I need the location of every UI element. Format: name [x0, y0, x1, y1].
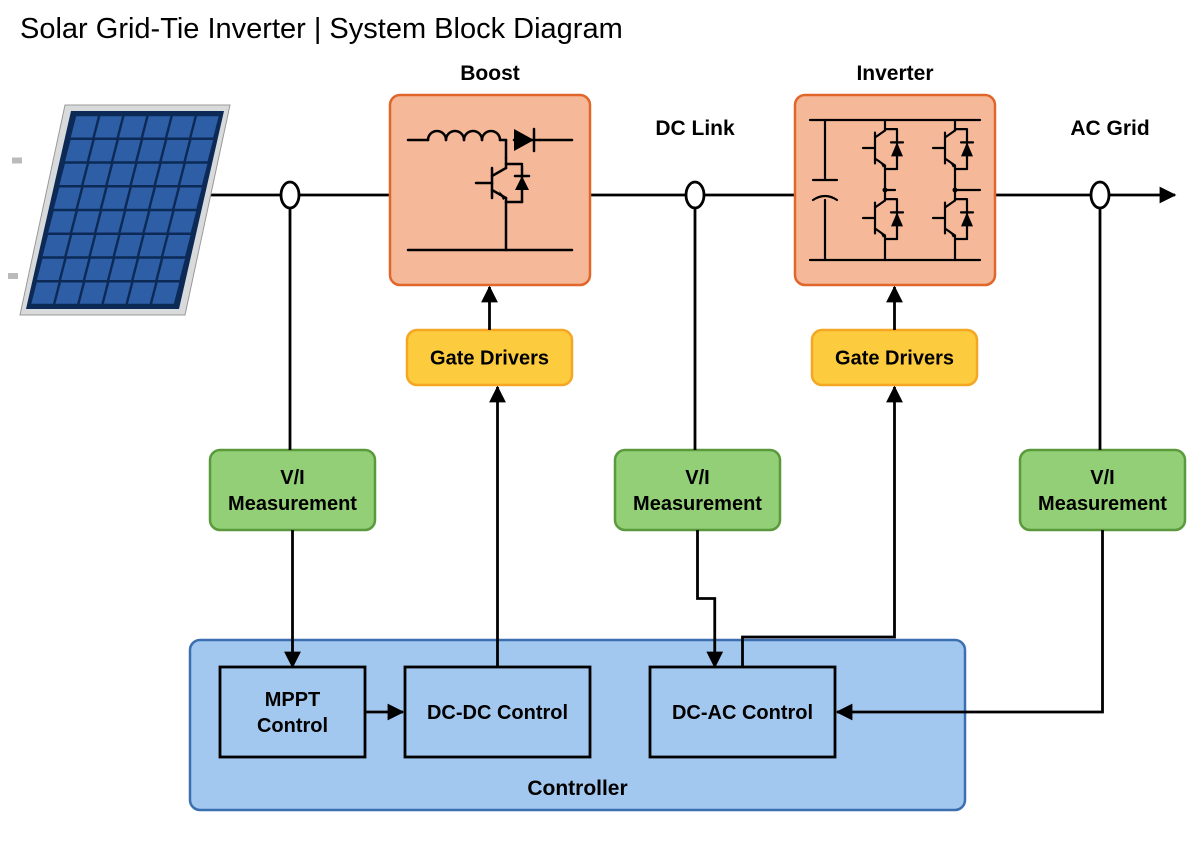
- vi-measurement-1: [210, 450, 375, 530]
- boost-label: Boost: [460, 62, 520, 85]
- vi-measurement-3: [1020, 450, 1185, 530]
- svg-text:MPPT: MPPT: [265, 689, 321, 711]
- svg-text:V/I: V/I: [1090, 467, 1114, 489]
- svg-text:V/I: V/I: [280, 467, 304, 489]
- svg-text:Gate Drivers: Gate Drivers: [835, 348, 954, 370]
- svg-text:DC-DC Control: DC-DC Control: [427, 702, 568, 724]
- bus-sensor-1: [281, 182, 299, 208]
- svg-text:Control: Control: [257, 715, 328, 737]
- bus-sensor-3: [1091, 182, 1109, 208]
- svg-text:V/I: V/I: [685, 467, 709, 489]
- svg-text:Measurement: Measurement: [633, 493, 762, 515]
- ac-grid-label: AC Grid: [1070, 117, 1149, 140]
- vi-measurement-2: [615, 450, 780, 530]
- svg-text:Measurement: Measurement: [1038, 493, 1167, 515]
- inverter-label: Inverter: [856, 62, 933, 85]
- boost-block: [390, 95, 590, 285]
- dc-link-label: DC Link: [655, 117, 735, 140]
- solar-panel: [8, 105, 230, 315]
- bus-sensor-2: [686, 182, 704, 208]
- svg-text:Measurement: Measurement: [228, 493, 357, 515]
- controller-label: Controller: [527, 777, 627, 800]
- svg-text:DC-AC Control: DC-AC Control: [672, 702, 813, 724]
- svg-text:Gate Drivers: Gate Drivers: [430, 348, 549, 370]
- page-title: Solar Grid-Tie Inverter | System Block D…: [20, 13, 623, 45]
